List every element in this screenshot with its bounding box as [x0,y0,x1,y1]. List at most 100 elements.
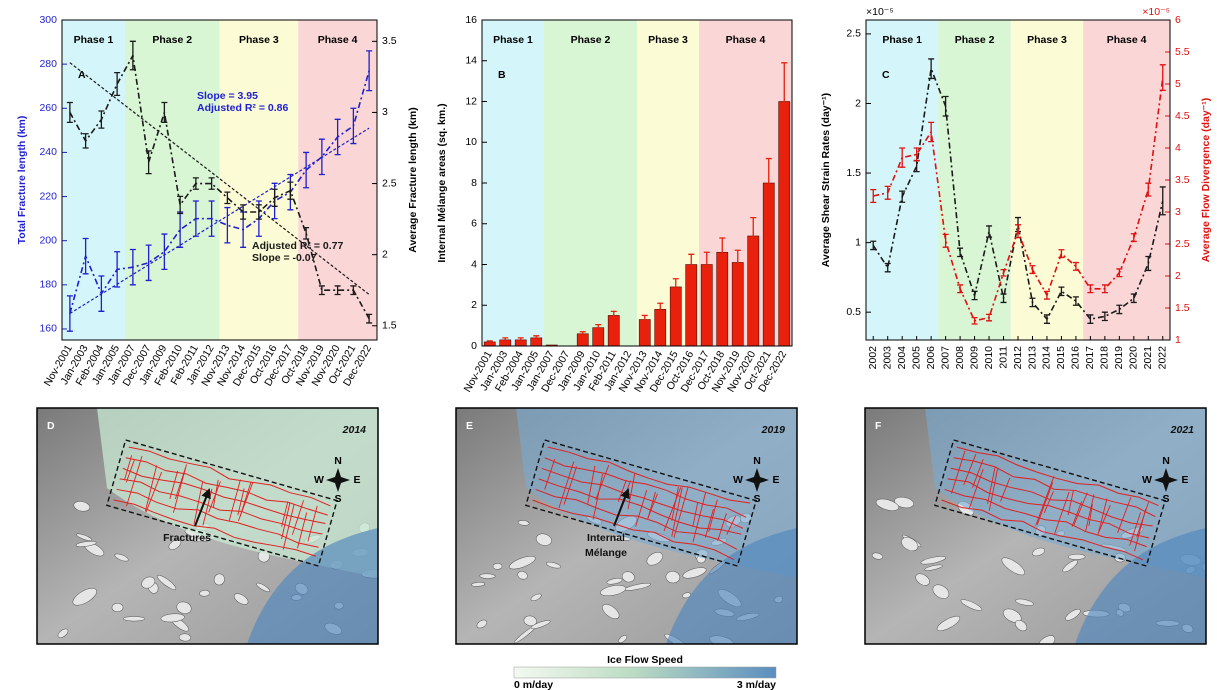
y2-tick-label: 4.5 [1175,110,1190,122]
y-tick-label: 1 [855,236,861,248]
compass-letter: S [1162,493,1169,505]
panel-letter: A [78,69,86,81]
ice-block [46,655,67,672]
y2-tick-label: 3 [1175,206,1181,218]
error-bar [192,200,199,237]
error-bar [928,121,935,143]
ice-block [1003,608,1022,623]
error-bar [1029,297,1036,308]
ice-block [936,615,961,632]
fracture [1000,477,1011,502]
error-bar [177,195,184,215]
x-tick-label: 2019 [1113,346,1125,370]
ice-block [1015,619,1028,632]
y-tick-label: 300 [39,14,57,26]
fracture [673,487,689,539]
ice-block [509,556,536,570]
flow-tint [666,528,797,644]
ice-block [1062,560,1078,573]
error-bar [672,278,679,296]
ice-block [875,498,900,511]
error-bar [114,71,121,97]
ice-block [57,628,69,638]
x-tick-label: 2021 [1142,346,1154,370]
fracture [963,454,977,485]
error-bar [192,177,199,190]
y-tick-label: 280 [39,58,57,70]
error-bar [1015,224,1021,239]
colorbar-min: 0 m/day [514,679,553,690]
error-bar [486,340,493,344]
map-frame [36,407,379,645]
ice-block [160,613,185,623]
fracture [692,492,707,543]
colorbar-max: 3 m/day [737,679,776,690]
y-tick-label: 4 [471,258,477,270]
ice-block [530,620,551,629]
ice-block [968,682,985,690]
x-tick-label: 2008 [954,346,966,370]
ice-block [145,664,157,674]
fracture [237,488,245,516]
error-bar [334,118,341,156]
ice-block [1001,557,1025,576]
fracture [717,513,727,542]
map-letter: E [466,420,473,432]
error-bar [884,185,891,200]
fracture [627,473,636,510]
error-bar [224,191,231,205]
ice-block [123,616,145,622]
fracture [1088,504,1093,526]
colorbar-title: Ice Flow Speed [607,654,683,666]
map-annotation: Fractures [163,532,211,544]
error-bar [1116,268,1123,278]
fracture [1071,501,1083,527]
fracture [726,515,736,535]
fracture [123,455,133,481]
x-tick-label: 2007 [939,346,951,370]
ice-block [600,585,627,597]
error-bar [82,133,89,149]
error-bar [750,216,757,255]
fracture [968,468,984,510]
error-bar [517,337,524,343]
trend-annotation: Adjusted R² = 0.77 [252,240,343,252]
y-axis-label: Average Shear Strain Rates (day⁻¹) [820,93,832,267]
ice-block [199,590,211,597]
error-bar [318,285,325,296]
fracture [128,446,331,507]
ice-block [872,649,891,663]
y2-tick-label: 3 [382,106,388,118]
ice-block [1065,609,1081,621]
x-tick-label: 2003 [881,346,893,370]
map-year: 2019 [761,424,786,436]
fracture [595,464,610,501]
error-bar [1000,293,1007,304]
error-bar [98,275,105,312]
y2-tick-label: 2 [382,248,388,260]
fracture [708,499,718,532]
ice-block [894,496,914,509]
ice-block [157,574,177,590]
error-bar [161,101,168,124]
error-bar [271,188,278,207]
ice-block [176,601,192,614]
phase-label: Phase 4 [1107,34,1147,46]
error-bar [986,313,993,322]
phase-band [699,20,792,346]
fracture [988,468,999,511]
y-tick-label: 240 [39,146,57,158]
flow-tint [247,528,378,644]
ice-block [76,533,93,541]
error-bar [208,177,215,190]
ice-block [1015,598,1034,606]
y2-tick-label: 5 [1175,78,1181,90]
error-bar [129,248,136,286]
error-bar [942,233,949,248]
phase-label: Phase 4 [318,34,358,46]
error-bar [287,181,294,200]
ice-block [75,541,97,547]
error-bar [1087,284,1094,294]
fracture [1117,497,1132,534]
